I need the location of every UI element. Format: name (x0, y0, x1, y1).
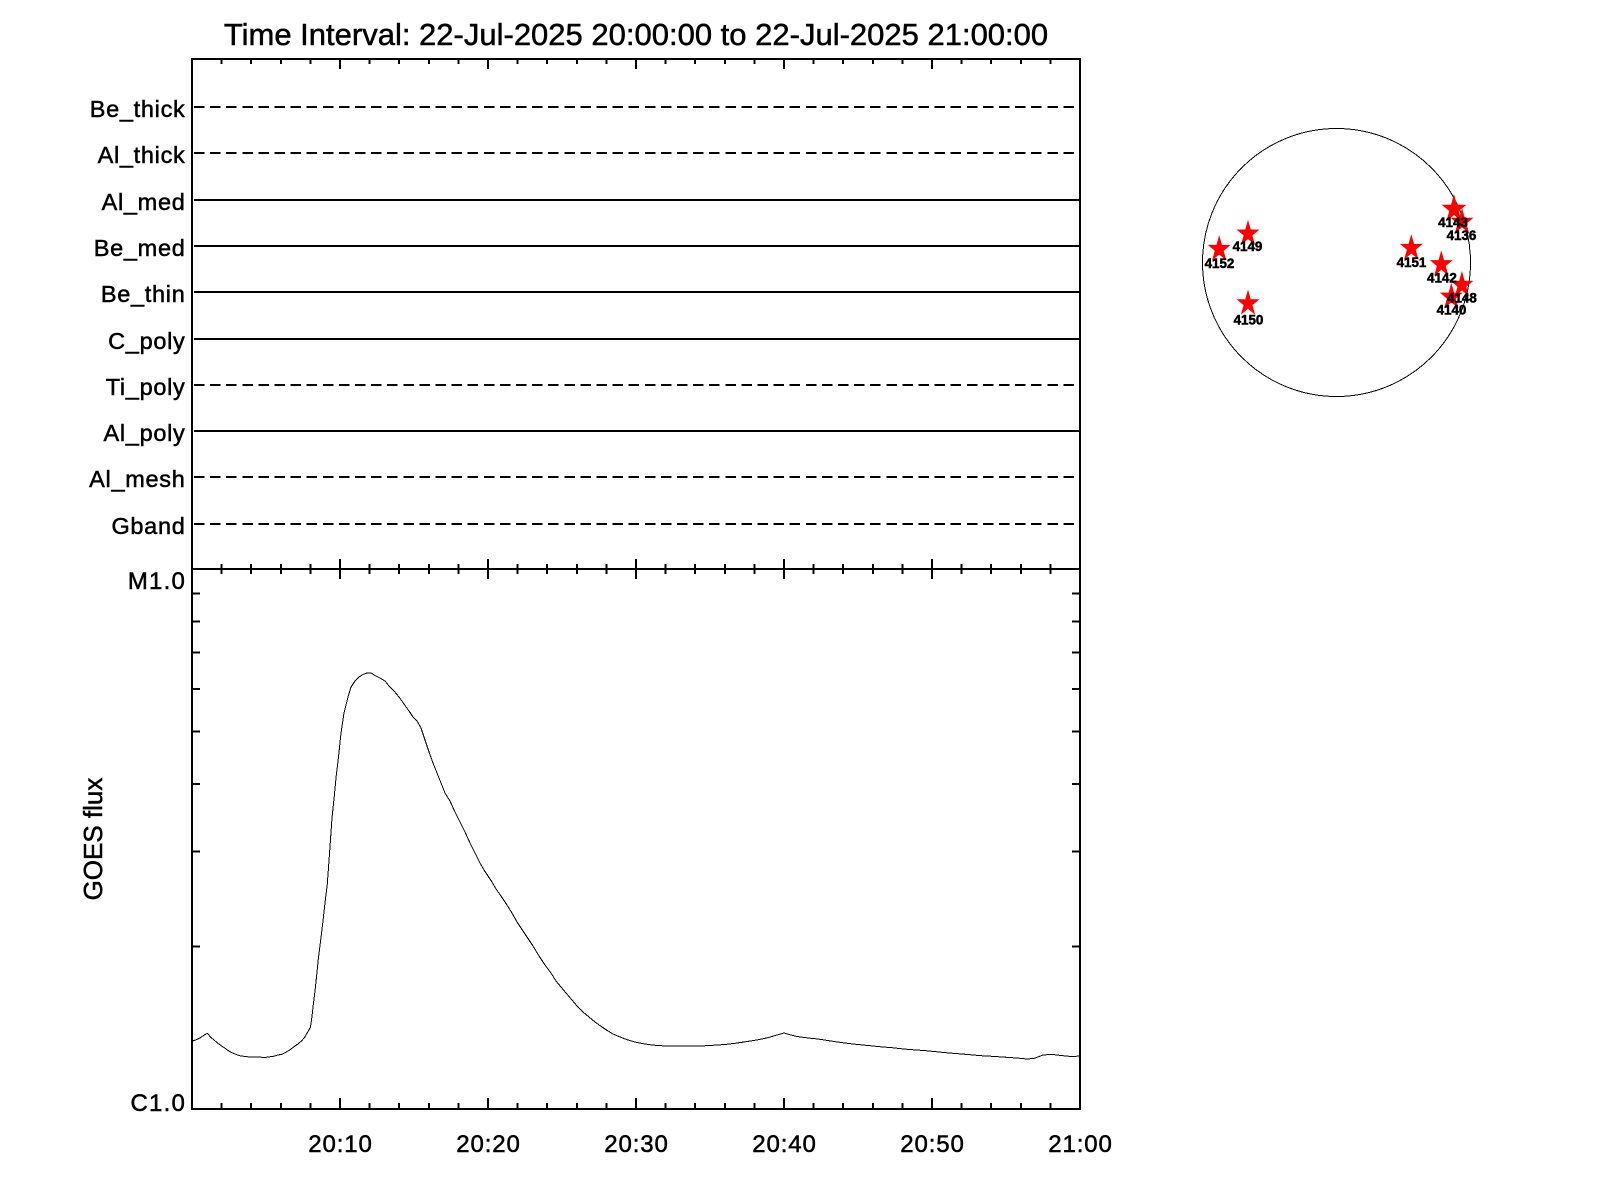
svg-text:Gband: Gband (111, 513, 185, 539)
svg-text:GOES flux: GOES flux (78, 778, 108, 901)
svg-text:4149: 4149 (1233, 239, 1263, 254)
svg-text:Be_med: Be_med (94, 235, 186, 261)
svg-text:4143: 4143 (1438, 215, 1468, 230)
svg-text:Al_poly: Al_poly (104, 420, 186, 446)
svg-text:21:00: 21:00 (1048, 1131, 1113, 1158)
svg-text:20:20: 20:20 (456, 1131, 521, 1158)
svg-text:4142: 4142 (1427, 271, 1457, 286)
svg-text:Al_med: Al_med (102, 189, 186, 215)
svg-text:Ti_poly: Ti_poly (106, 374, 186, 400)
svg-text:Time Interval: 22-Jul-2025 20:: Time Interval: 22-Jul-2025 20:00:00 to 2… (224, 17, 1048, 52)
svg-text:20:10: 20:10 (308, 1131, 373, 1158)
svg-text:4148: 4148 (1447, 291, 1477, 306)
svg-text:20:30: 20:30 (604, 1131, 669, 1158)
svg-text:Be_thick: Be_thick (90, 96, 186, 122)
svg-text:20:40: 20:40 (752, 1131, 817, 1158)
svg-text:20:50: 20:50 (900, 1131, 965, 1158)
svg-text:4140: 4140 (1437, 302, 1467, 317)
svg-text:Al_thick: Al_thick (98, 142, 186, 168)
svg-text:C_poly: C_poly (108, 328, 185, 354)
svg-text:M1.0: M1.0 (128, 568, 186, 595)
svg-text:Al_mesh: Al_mesh (89, 466, 185, 492)
svg-text:4152: 4152 (1205, 256, 1235, 271)
svg-text:4151: 4151 (1397, 255, 1427, 270)
svg-text:4136: 4136 (1447, 228, 1477, 243)
svg-text:Be_thin: Be_thin (101, 281, 186, 307)
svg-text:C1.0: C1.0 (131, 1090, 187, 1117)
svg-text:4150: 4150 (1234, 313, 1264, 328)
